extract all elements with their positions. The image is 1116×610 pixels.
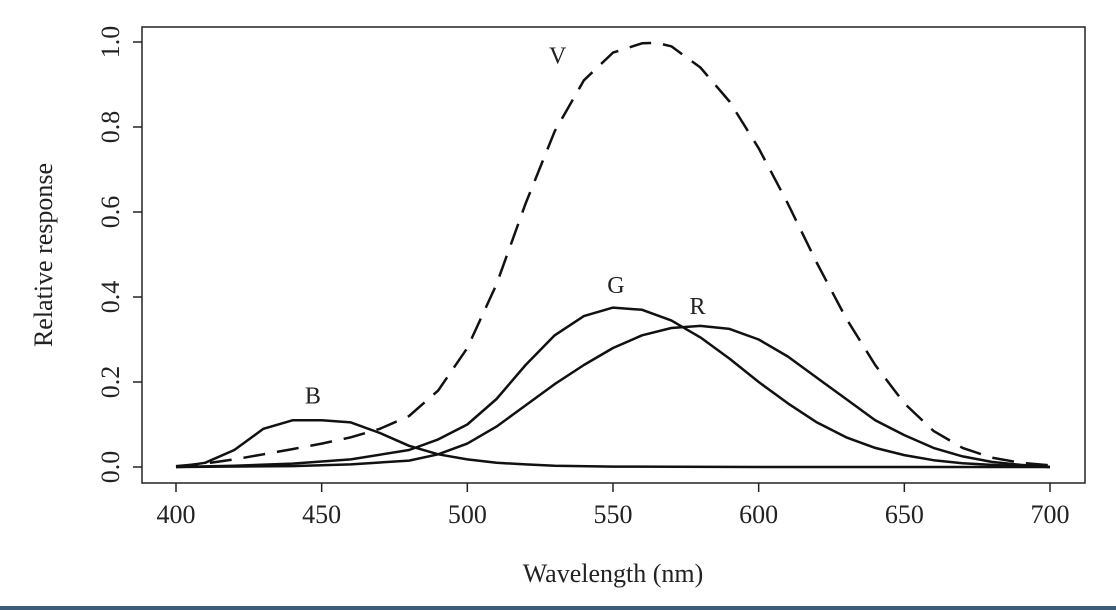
series-label-B: B [305, 383, 321, 409]
y-tick-label: 0.2 [96, 366, 125, 399]
series-line-V [175, 41, 1051, 468]
series-label-G: G [607, 273, 624, 299]
x-tick-label: 700 [1031, 500, 1070, 529]
series-label-R: R [689, 294, 705, 320]
x-axis-label: Wavelength (nm) [523, 559, 704, 588]
series-line-B [175, 419, 1050, 469]
y-tick-label: 0.6 [96, 196, 125, 229]
y-tick-label: 0.8 [96, 111, 125, 144]
y-axis-label: Relative response [29, 163, 58, 347]
y-tick-label: 0.4 [96, 281, 125, 314]
x-tick-label: 500 [448, 500, 487, 529]
x-tick-label: 400 [157, 500, 196, 529]
y-tick-label: 0.0 [96, 451, 125, 484]
x-tick-label: 650 [885, 500, 924, 529]
plot-frame [141, 26, 1086, 484]
x-tick-label: 600 [739, 500, 778, 529]
series-line-R [175, 324, 1051, 469]
series-label-V: V [549, 43, 567, 69]
series-line-G [175, 306, 1051, 469]
x-tick-label: 550 [594, 500, 633, 529]
bottom-border [0, 606, 1116, 610]
x-tick-label: 450 [302, 500, 341, 529]
y-tick-label: 1.0 [96, 26, 125, 59]
